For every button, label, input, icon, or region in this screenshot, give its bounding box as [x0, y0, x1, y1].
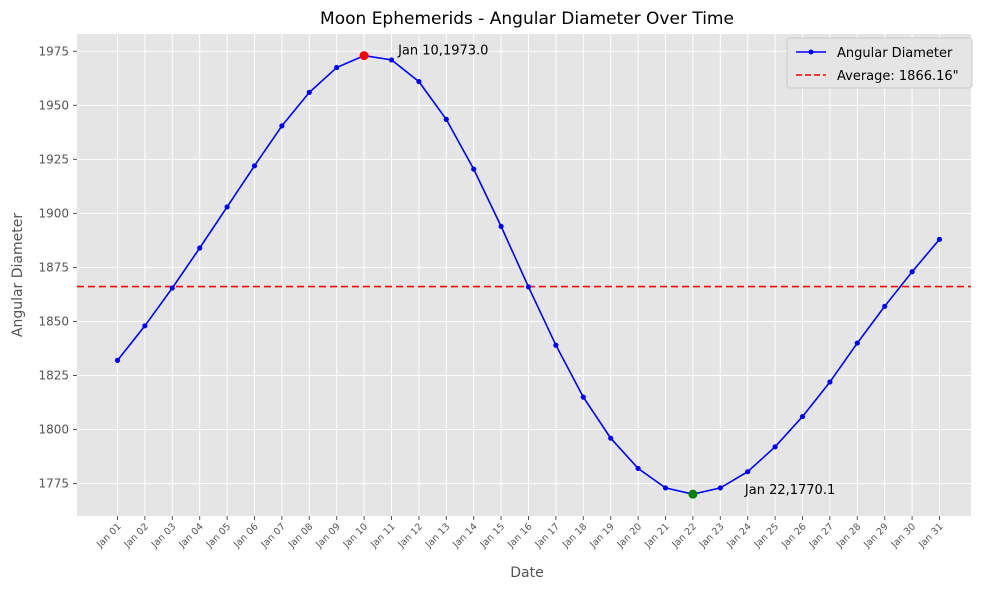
data-point — [114, 357, 121, 363]
x-tick-label: Jan 21 — [642, 521, 672, 551]
legend-label-series: Angular Diameter — [837, 46, 953, 61]
x-tick-label: Jan 23 — [697, 521, 727, 551]
data-point — [717, 485, 723, 491]
data-point — [525, 284, 532, 290]
y-axis-label: Angular Diameter — [10, 213, 26, 337]
x-tick-label: Jan 10 — [341, 521, 371, 551]
data-point — [909, 269, 915, 275]
x-tick-label: Jan 27 — [806, 521, 836, 551]
x-tick-label: Jan 22 — [669, 521, 699, 551]
data-point — [306, 89, 312, 95]
x-tick-label: Jan 12 — [395, 521, 425, 551]
x-tick-label: Jan 20 — [615, 521, 645, 551]
x-tick-label: Jan 31 — [916, 521, 946, 551]
data-point — [799, 413, 806, 420]
x-tick-label: Jan 17 — [532, 521, 562, 551]
max-point-label: Jan 10,1973.0 — [397, 44, 488, 59]
data-point — [635, 465, 641, 472]
legend-label-average: Average: 1866.16" — [837, 69, 959, 84]
x-tick-label: Jan 13 — [423, 521, 453, 551]
chart-title: Moon Ephemerids - Angular Diameter Over … — [320, 9, 734, 29]
y-tick-label: 1900 — [38, 206, 69, 220]
legend-marker-dot — [808, 49, 814, 55]
x-tick-label: Jan 24 — [724, 521, 754, 551]
y-tick-label: 1775 — [38, 477, 69, 491]
data-point — [827, 379, 833, 385]
grid — [77, 34, 971, 516]
min-point-marker — [688, 489, 698, 499]
data-point — [608, 435, 614, 441]
data-point — [936, 236, 943, 242]
data-point — [279, 123, 285, 129]
x-tick-label: Jan 19 — [587, 521, 617, 551]
y-tick-label: 1825 — [38, 369, 69, 383]
x-tick-label: Jan 30 — [889, 521, 919, 551]
min-point-label: Jan 22,1770.1 — [744, 483, 835, 498]
x-axis-label: Date — [510, 565, 543, 581]
y-tick-label: 1875 — [38, 260, 69, 274]
x-tick-label: Jan 08 — [286, 521, 316, 551]
data-point — [169, 285, 175, 291]
x-tick-label: Jan 04 — [176, 521, 206, 551]
data-point — [662, 485, 669, 491]
data-point — [197, 245, 203, 251]
data-point — [251, 163, 258, 169]
x-tick-label: Jan 06 — [231, 521, 261, 551]
x-tick-label: Jan 05 — [204, 521, 234, 551]
data-point — [142, 323, 148, 329]
data-point — [854, 340, 860, 346]
data-point — [471, 166, 477, 172]
data-point — [498, 223, 504, 229]
data-point — [334, 64, 340, 71]
plot-area — [77, 34, 971, 516]
data-point — [416, 78, 422, 85]
x-tick-label: Jan 28 — [834, 521, 864, 551]
y-tick-label: 1950 — [38, 98, 69, 112]
data-point — [443, 116, 449, 122]
x-tick-label: Jan 07 — [258, 521, 288, 551]
x-tick-label: Jan 25 — [752, 521, 782, 551]
x-tick-label: Jan 16 — [505, 521, 535, 551]
y-ticks: 1775 1800 1825 1850 1875 1900 1925 1950 1975 — [38, 44, 77, 491]
data-point — [580, 394, 586, 400]
y-tick-label: 1975 — [38, 44, 69, 58]
x-tick-label: Jan 26 — [779, 521, 809, 551]
data-point — [224, 204, 230, 210]
data-point — [388, 57, 395, 63]
x-tick-label: Jan 15 — [478, 521, 508, 551]
data-point — [553, 342, 559, 348]
data-point — [772, 444, 778, 450]
legend: Angular Diameter Average: 1866.16" — [786, 37, 973, 89]
x-tick-label: Jan 14 — [450, 521, 480, 551]
x-tick-label: Jan 18 — [560, 521, 590, 551]
y-tick-label: 1925 — [38, 152, 69, 166]
x-tick-label: Jan 02 — [121, 521, 151, 551]
legend-box — [786, 37, 973, 89]
x-tick-label: Jan 11 — [368, 521, 398, 551]
max-point-marker — [359, 51, 369, 61]
y-tick-label: 1800 — [38, 423, 69, 437]
x-tick-label: Jan 09 — [313, 521, 343, 551]
data-point — [882, 303, 888, 309]
y-tick-label: 1850 — [38, 314, 69, 328]
series-points — [114, 53, 943, 497]
x-tick-label: Jan 03 — [149, 521, 179, 551]
data-point — [745, 469, 751, 475]
x-tick-label: Jan 01 — [94, 521, 124, 551]
x-tick-label: Jan 29 — [861, 521, 891, 551]
